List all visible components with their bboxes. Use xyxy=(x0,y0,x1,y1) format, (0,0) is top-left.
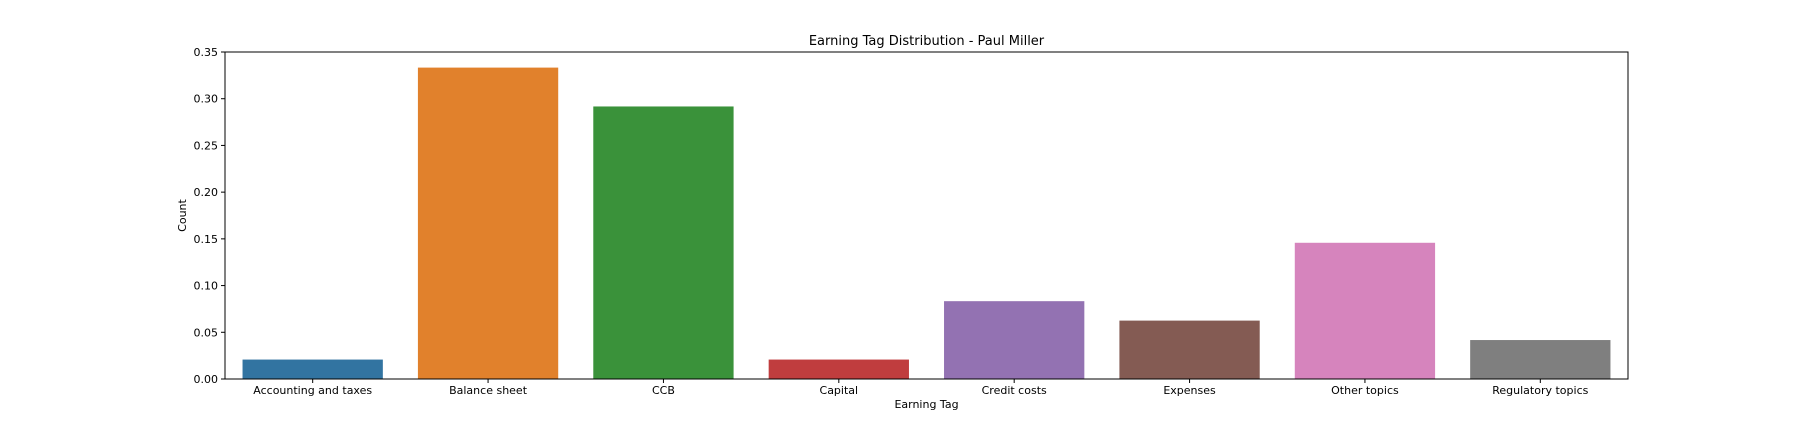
bar-regulatory-topics xyxy=(1470,340,1611,379)
bar-ccb xyxy=(593,106,734,379)
x-tick-label: Accounting and taxes xyxy=(253,384,372,397)
y-tick-label: 0.25 xyxy=(194,139,219,152)
bar-accounting-and-taxes xyxy=(242,359,383,379)
y-tick-label: 0.30 xyxy=(194,93,219,106)
y-tick-label: 0.00 xyxy=(194,373,219,386)
bars-group xyxy=(242,67,1611,379)
x-axis-label: Earning Tag xyxy=(894,398,958,411)
y-tick-label: 0.35 xyxy=(194,46,219,59)
bar-balance-sheet xyxy=(417,67,559,379)
x-tick-label: Capital xyxy=(820,384,859,397)
plot-frame xyxy=(224,51,1629,380)
x-tick-label: Balance sheet xyxy=(449,384,528,397)
y-axis: 0.00 0.05 0.10 0.15 0.20 0.25 0.30 0.35 xyxy=(194,46,225,386)
y-tick-label: 0.05 xyxy=(194,326,219,339)
x-tick-label: Credit costs xyxy=(982,384,1047,397)
bar-credit-costs xyxy=(944,301,1085,379)
bar-other-topics xyxy=(1294,242,1436,379)
x-tick-label: Expenses xyxy=(1163,384,1216,397)
bar-capital xyxy=(768,359,909,379)
x-tick-label: Other topics xyxy=(1331,384,1399,397)
y-tick-label: 0.10 xyxy=(194,280,219,293)
x-tick-label: CCB xyxy=(652,384,675,397)
y-tick-label: 0.20 xyxy=(194,186,219,199)
y-axis-label: Count xyxy=(176,198,189,231)
bar-expenses xyxy=(1119,320,1260,379)
y-tick-label: 0.15 xyxy=(194,233,219,246)
x-tick-label: Regulatory topics xyxy=(1492,384,1588,397)
x-axis: Accounting and taxes Balance sheet CCB Capi… xyxy=(253,379,1589,397)
chart-title: Earning Tag Distribution - Paul Miller xyxy=(809,34,1045,49)
